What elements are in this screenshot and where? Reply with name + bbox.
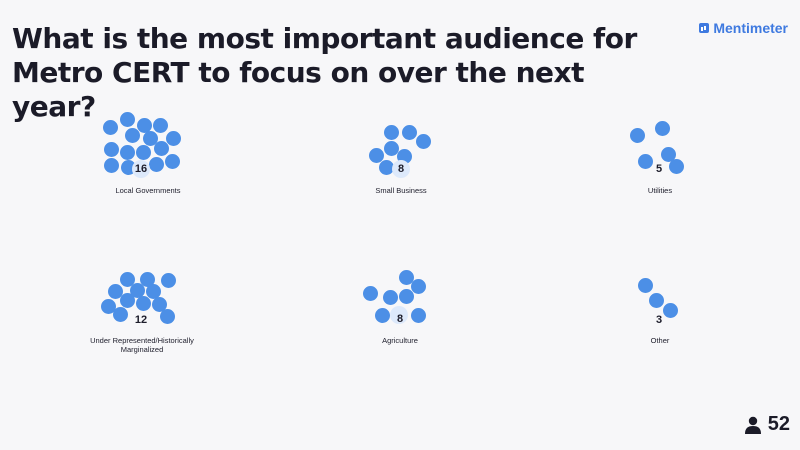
vote-dot: [416, 134, 431, 149]
option-other: 3 Other: [580, 258, 740, 378]
option-count: 8: [396, 313, 404, 325]
option-count: 8: [397, 163, 405, 175]
vote-dot: [375, 308, 390, 323]
vote-dot: [136, 145, 151, 160]
vote-dot: [120, 145, 135, 160]
option-count: 3: [655, 314, 663, 326]
count-highlight: [390, 306, 408, 324]
vote-cluster: 8: [320, 258, 480, 338]
vote-dot: [146, 284, 161, 299]
option-utilities: 5 Utilities: [580, 108, 740, 228]
vote-dot: [655, 121, 670, 136]
mentimeter-logo-icon: [699, 23, 710, 33]
vote-dot: [384, 141, 399, 156]
option-agriculture: 8 Agriculture: [320, 258, 480, 378]
option-label: Other: [650, 336, 670, 345]
mentimeter-logo: Mentimeter: [699, 20, 788, 36]
vote-dot: [399, 289, 414, 304]
vote-dot: [108, 284, 123, 299]
option-small-business: 8 Small Business: [321, 108, 481, 228]
option-label: Under Represented/Historically Marginali…: [90, 336, 194, 354]
vote-dot: [369, 148, 384, 163]
participant-count: 52: [767, 413, 790, 435]
vote-dot: [661, 147, 676, 162]
vote-dot: [383, 290, 398, 305]
vote-dot: [638, 154, 653, 169]
vote-dot: [411, 279, 426, 294]
option-local-governments: 16 Local Governments: [68, 108, 228, 228]
vote-dot: [153, 118, 168, 133]
vote-dot: [136, 296, 151, 311]
vote-dot: [103, 120, 118, 135]
vote-dot: [104, 142, 119, 157]
vote-dot: [161, 273, 176, 288]
vote-dot: [160, 309, 175, 324]
brand-name: Mentimeter: [713, 20, 788, 36]
vote-dot: [649, 293, 664, 308]
vote-dot: [140, 272, 155, 287]
count-highlight: [392, 160, 410, 178]
option-count: 5: [655, 163, 663, 175]
vote-dot: [101, 299, 116, 314]
vote-dot: [120, 112, 135, 127]
vote-cluster: 12: [62, 258, 222, 338]
vote-cluster: 16: [68, 108, 228, 188]
participant-counter: 52: [744, 413, 790, 436]
count-highlight: [132, 160, 150, 178]
vote-dot: [379, 160, 394, 175]
question-title: What is the most important audience for …: [12, 22, 637, 123]
option-label: Utilities: [647, 186, 673, 195]
vote-dot: [125, 128, 140, 143]
vote-cluster: 8: [321, 108, 481, 188]
option-under-represented: 12 Under Represented/Historically Margin…: [62, 258, 222, 378]
option-label: Local Governments: [115, 186, 181, 195]
person-icon: [744, 416, 761, 434]
vote-dot: [165, 154, 180, 169]
vote-dot: [402, 125, 417, 140]
vote-dot: [399, 270, 414, 285]
vote-dot: [149, 157, 164, 172]
option-count: 12: [134, 314, 148, 326]
vote-dot: [120, 272, 135, 287]
vote-cluster: 3: [580, 258, 740, 338]
vote-dot: [137, 118, 152, 133]
vote-dot: [113, 307, 128, 322]
vote-dot: [143, 131, 158, 146]
vote-dot: [166, 131, 181, 146]
vote-dot: [120, 293, 135, 308]
vote-dot: [152, 297, 167, 312]
vote-dot: [130, 283, 145, 298]
option-label: Small Business: [375, 186, 427, 195]
vote-dot: [154, 141, 169, 156]
vote-dot: [411, 308, 426, 323]
vote-dot: [384, 125, 399, 140]
vote-cluster: 5: [580, 108, 740, 188]
vote-dot: [669, 159, 684, 174]
vote-dot: [638, 278, 653, 293]
vote-dot: [363, 286, 378, 301]
vote-dot: [104, 158, 119, 173]
option-label: Agriculture: [382, 336, 418, 345]
vote-dot: [663, 303, 678, 318]
vote-dot: [630, 128, 645, 143]
option-count: 16: [134, 163, 148, 175]
